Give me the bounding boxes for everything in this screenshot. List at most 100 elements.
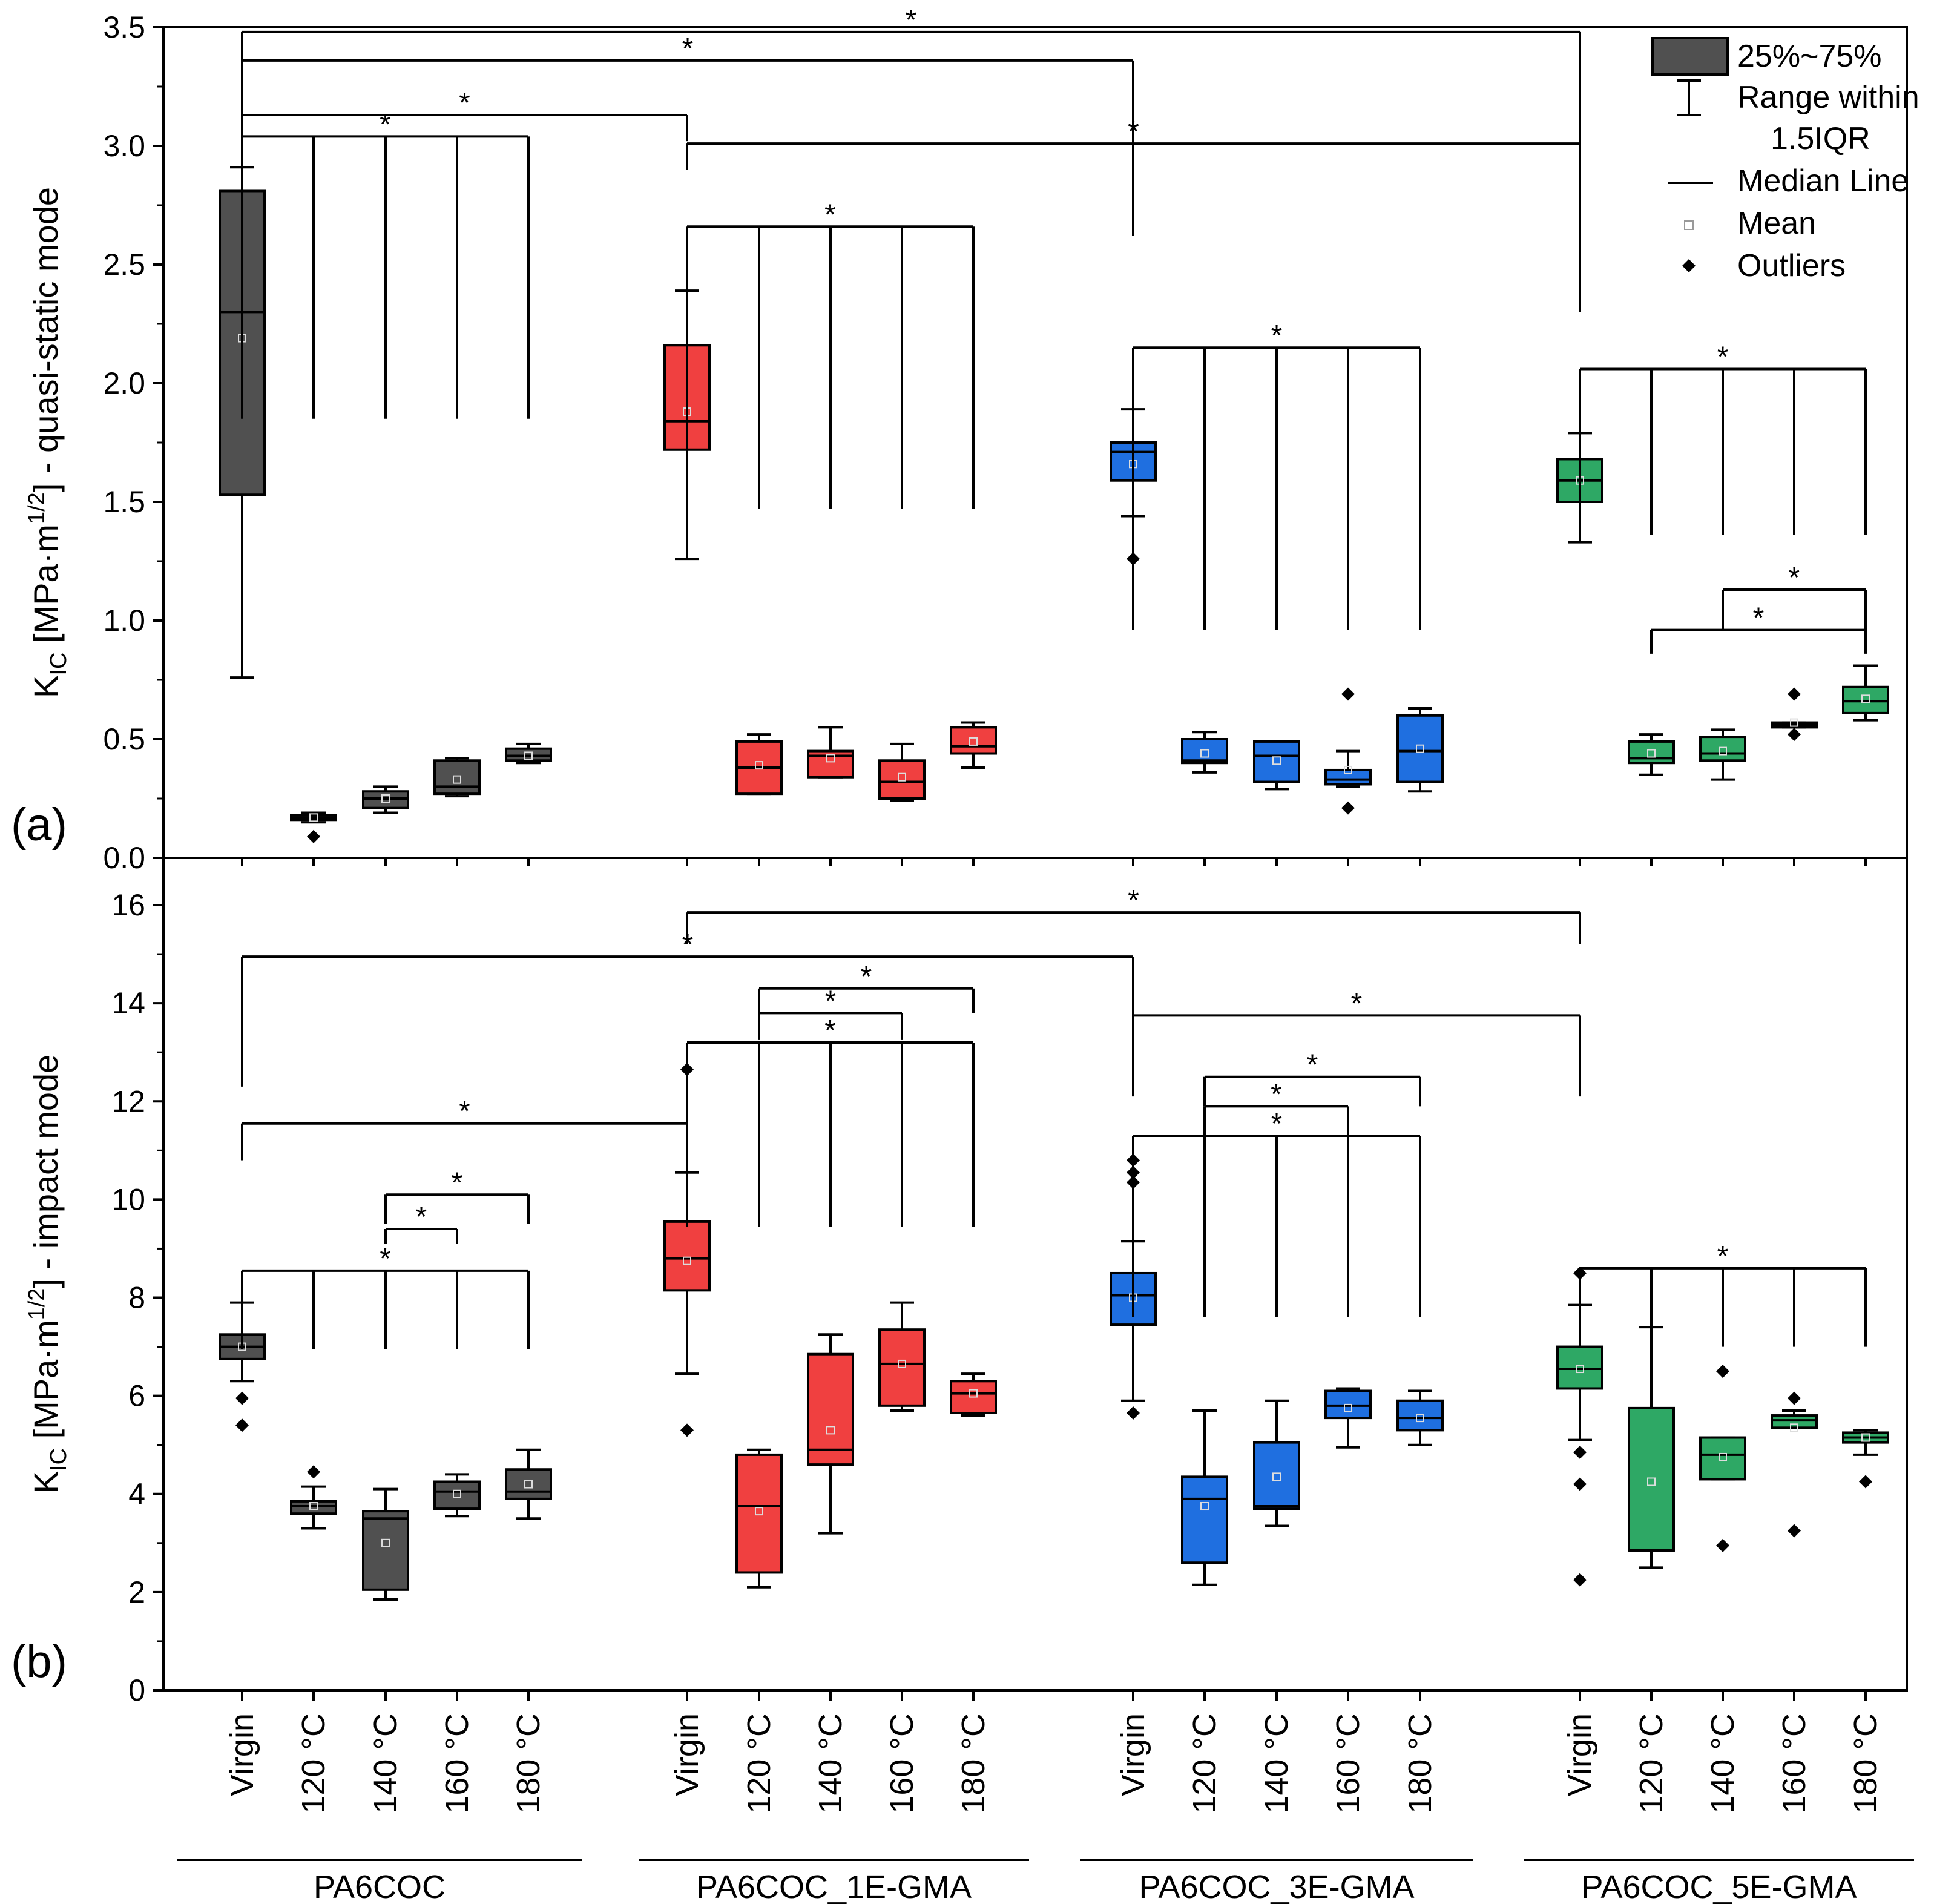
significance-star: * [1351,987,1363,1020]
y-tick-label: 0 [128,1673,145,1707]
x-tick-label: 180 °C [1402,1713,1438,1814]
outlier-marker [1716,1365,1729,1379]
box-9 [878,742,926,802]
y-tick-label: 3.0 [103,129,145,163]
y-axis-label: KIC [MPa·m1/2] - impact mode [24,1055,71,1494]
box [433,1480,481,1510]
box [950,726,997,755]
y-tick-label: 3.5 [103,10,145,44]
box [433,759,481,796]
significance-bracket: * [686,1015,975,1227]
group-label: PA6COC [314,1869,446,1904]
outlier-marker [1788,687,1801,701]
significance-star: * [824,1015,836,1047]
x-tick-label: 140 °C [1705,1713,1741,1814]
significance-bracket: * [384,1167,530,1224]
box [663,1220,711,1292]
box-13 [1253,740,1300,791]
box-17 [1628,733,1675,776]
box [505,1468,552,1500]
box-16 [1556,1266,1603,1587]
panel-label: (b) [11,1636,67,1687]
plot-frame [162,857,1908,1692]
y-tick-label: 1.5 [103,485,145,519]
box [1771,1414,1818,1429]
box [1253,1441,1300,1510]
significance-bracket: * [758,985,903,1040]
y-tick-label: 2.5 [103,248,145,282]
mean-marker [1200,1502,1209,1511]
mean-marker [1416,744,1424,753]
box-12 [1181,1409,1228,1586]
mean-marker [1272,756,1281,765]
box [1628,740,1675,765]
outlier-marker [1573,1445,1587,1459]
box [1556,1345,1603,1390]
box-7 [735,1448,783,1589]
legend-item-label: Range within [1737,80,1919,115]
significance-bracket: * [241,1096,688,1161]
box-10 [950,1372,997,1417]
box [1396,714,1444,783]
significance-star: * [682,929,694,961]
outlier-marker [1127,1406,1140,1420]
outlier-marker [1859,1475,1872,1489]
significance-bracket: * [241,1243,530,1349]
box [1699,736,1746,762]
mean-marker [381,794,390,803]
box [1324,768,1372,786]
x-tick-label: 120 °C [295,1713,332,1814]
x-tick-label: 180 °C [1847,1713,1884,1814]
mean-marker [1576,1365,1584,1374]
box-20 [1842,664,1889,722]
mean-marker [524,751,533,760]
significance-bracket: * [241,4,1581,312]
x-tick-label: 120 °C [1633,1713,1669,1814]
mean-marker [524,1480,533,1489]
outlier-marker [1788,1391,1801,1405]
significance-star: * [1271,320,1283,352]
y-tick-label: 14 [111,986,145,1020]
y-tick-label: 4 [128,1477,145,1511]
box-18 [1699,728,1746,781]
significance-star: * [1128,884,1139,917]
legend-box-swatch [1651,37,1729,76]
significance-bracket: * [1722,562,1867,630]
y-tick-label: 10 [111,1182,145,1216]
significance-star: * [380,108,391,140]
box-8 [807,1333,854,1535]
legend-item-label: Mean [1737,206,1816,241]
mean-marker [1647,1477,1656,1486]
legend: 25%~75% Range within 1.5IQR Median Line Mean… [1651,37,1919,283]
outlier-marker [680,1423,694,1437]
legend-item-label: Median Line [1737,163,1909,199]
x-tick-label: 120 °C [1186,1713,1223,1814]
significance-star: * [906,4,917,36]
mean-marker [1719,1452,1727,1461]
significance-star: * [459,87,470,119]
mean-marker [969,1389,978,1398]
legend-mean-swatch [1684,220,1694,230]
x-axis: Virgin 120 °C 140 °C 160 °C 180 °C Virgin 120 … [177,1713,1914,1904]
panel-a-plot: 0.0 0.5 1.0 1.5 2.0 2.5 3.0 3.5 KIC [MPa·m1/2] -… [11,4,1908,875]
mean-marker [1416,1414,1424,1423]
y-tick-label: 6 [128,1379,145,1413]
significance-bracket: * [241,108,530,419]
mean-marker [1790,718,1798,727]
y-tick-label: 12 [111,1084,145,1118]
y-tick-label: 16 [111,888,145,922]
mean-marker [898,1359,906,1368]
box-14 [1324,1387,1372,1449]
significance-bracket: * [1132,1108,1421,1317]
significance-bracket: * [758,961,975,1013]
mean-marker [453,1489,461,1498]
box-9 [878,1301,926,1412]
panel-label: (a) [11,799,67,851]
y-axis-label: KIC [MPa·m1/2] - quasi-static mode [24,187,71,698]
box-18 [1699,1365,1746,1552]
x-tick-label: 140 °C [367,1713,404,1814]
box [1253,740,1300,783]
outlier-marker [307,829,320,843]
significance-bracket: * [1650,602,1867,654]
y-tick-label: 0.0 [103,841,145,875]
